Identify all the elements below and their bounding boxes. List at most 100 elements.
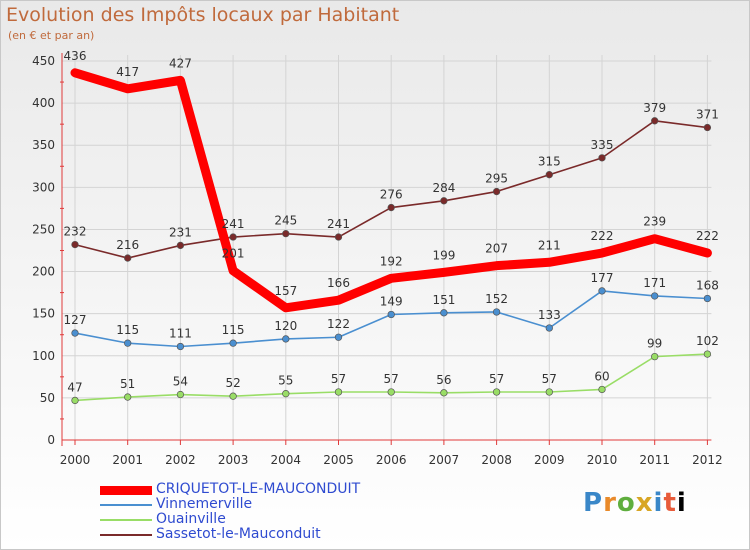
x-tick-label: 2004 [271,453,302,467]
data-label-vinnemerville: 177 [591,271,614,285]
data-point-vinnemerville [598,287,606,295]
x-tick-label: 2000 [60,453,91,467]
data-point-ouainville [440,389,448,397]
data-point-vinnemerville [176,342,185,351]
data-point-ouainville [229,392,237,400]
data-label-ouainville: 57 [489,372,504,386]
x-tick-label: 2010 [587,453,618,467]
data-label-sassetot-le-mauconduit: 216 [116,238,139,252]
data-label-criquetot-le-mauconduit: 166 [327,276,350,290]
legend-swatch [100,504,152,506]
data-label-ouainville: 57 [384,372,399,386]
data-point-ouainville [334,388,343,396]
data-label-ouainville: 99 [647,337,662,351]
data-point-vinnemerville [71,329,79,337]
y-tick-label: 250 [32,222,55,236]
data-label-ouainville: 60 [594,369,609,383]
x-tick-label: 2002 [165,453,196,467]
data-point-sassetot-le-mauconduit [229,233,237,241]
data-point-vinnemerville [545,324,553,332]
data-point-sassetot-le-mauconduit [71,240,79,249]
data-point-sassetot-le-mauconduit [651,117,659,125]
data-point-sassetot-le-mauconduit [703,123,712,132]
y-tick-label: 0 [47,433,55,447]
data-label-criquetot-le-mauconduit: 222 [591,229,614,243]
legend-label: Vinnemerville [156,496,253,512]
data-label-ouainville: 47 [67,380,82,394]
x-tick-label: 2011 [639,453,670,467]
data-label-vinnemerville: 111 [169,327,192,341]
legend-swatch [100,519,152,521]
data-point-ouainville [598,385,606,394]
data-labels: 127 115 111 115 120 122 149 151 152 133 177 171 168 4… [64,49,719,395]
data-label-sassetot-le-mauconduit: 335 [591,138,614,152]
data-label-vinnemerville: 149 [380,295,403,309]
data-label-ouainville: 51 [120,377,135,391]
data-label-criquetot-le-mauconduit: 207 [485,242,508,256]
y-tick-label: 150 [32,307,55,321]
data-label-vinnemerville: 133 [538,308,561,322]
data-label-sassetot-le-mauconduit: 295 [485,172,508,186]
data-point-vinnemerville [492,308,501,316]
data-label-ouainville: 57 [331,372,346,386]
data-point-ouainville [124,393,132,401]
legend-swatch [100,534,152,536]
x-tick-label: 2005 [323,453,354,467]
data-point-sassetot-le-mauconduit [334,233,343,241]
data-label-criquetot-le-mauconduit: 222 [696,229,719,243]
y-tick-label: 50 [40,391,55,405]
data-point-sassetot-le-mauconduit [124,254,132,262]
axes: 0 50 100 150 200 250 300 350 400 450 2000 2001 2002 2… [32,53,723,467]
x-tick-label: 2006 [376,453,407,467]
series-line-criquetot-le-mauconduit [70,68,712,313]
proxiti-logo: Proxiti [583,488,687,518]
data-point-sassetot-le-mauconduit [440,197,448,205]
data-point-vinnemerville [703,294,712,303]
data-label-sassetot-le-mauconduit: 241 [222,217,245,231]
data-point-sassetot-le-mauconduit [387,203,395,212]
data-label-vinnemerville: 168 [696,279,719,293]
data-label-ouainville: 102 [696,334,719,348]
y-tick-label: 100 [32,349,55,363]
y-tick-label: 450 [32,54,55,68]
data-label-sassetot-le-mauconduit: 231 [169,225,192,239]
legend-label: Sassetot-le-Mauconduit [156,526,321,542]
series [70,68,712,405]
data-label-vinnemerville: 115 [222,323,245,337]
x-tick-label: 2003 [218,453,249,467]
y-tick-label: 300 [32,180,55,194]
data-point-sassetot-le-mauconduit [598,154,606,162]
data-point-ouainville [651,352,659,361]
data-label-sassetot-le-mauconduit: 276 [380,188,403,202]
data-point-ouainville [387,388,395,396]
x-tick-label: 2001 [112,453,143,467]
y-tick-label: 200 [32,265,55,279]
legend-swatch [100,486,152,495]
y-tick-label: 400 [32,96,55,110]
x-tick-label: 2009 [534,453,565,467]
data-label-sassetot-le-mauconduit: 371 [696,108,719,122]
data-label-vinnemerville: 127 [64,313,87,327]
data-label-criquetot-le-mauconduit: 427 [169,56,192,70]
data-label-criquetot-le-mauconduit: 239 [643,215,666,229]
chart-title: Evolution des Impôts locaux par Habitant [6,4,400,26]
data-label-vinnemerville: 152 [485,292,508,306]
data-label-sassetot-le-mauconduit: 245 [274,214,297,228]
data-point-ouainville [282,390,290,398]
legend-label: Ouainville [156,511,226,527]
data-point-ouainville [176,390,185,399]
data-label-sassetot-le-mauconduit: 284 [432,181,455,195]
legend-label: CRIQUETOT-LE-MAUCONDUIT [156,481,361,497]
data-label-vinnemerville: 122 [327,317,350,331]
data-point-vinnemerville [387,310,395,319]
data-point-vinnemerville [229,339,237,347]
data-label-ouainville: 52 [225,376,240,390]
data-point-ouainville [492,388,501,396]
data-label-criquetot-le-mauconduit: 436 [64,49,87,63]
data-point-sassetot-le-mauconduit [492,187,501,196]
data-label-criquetot-le-mauconduit: 192 [380,254,403,268]
data-label-criquetot-le-mauconduit: 417 [116,65,139,79]
data-point-ouainville [545,388,553,396]
data-label-sassetot-le-mauconduit: 232 [64,225,87,239]
